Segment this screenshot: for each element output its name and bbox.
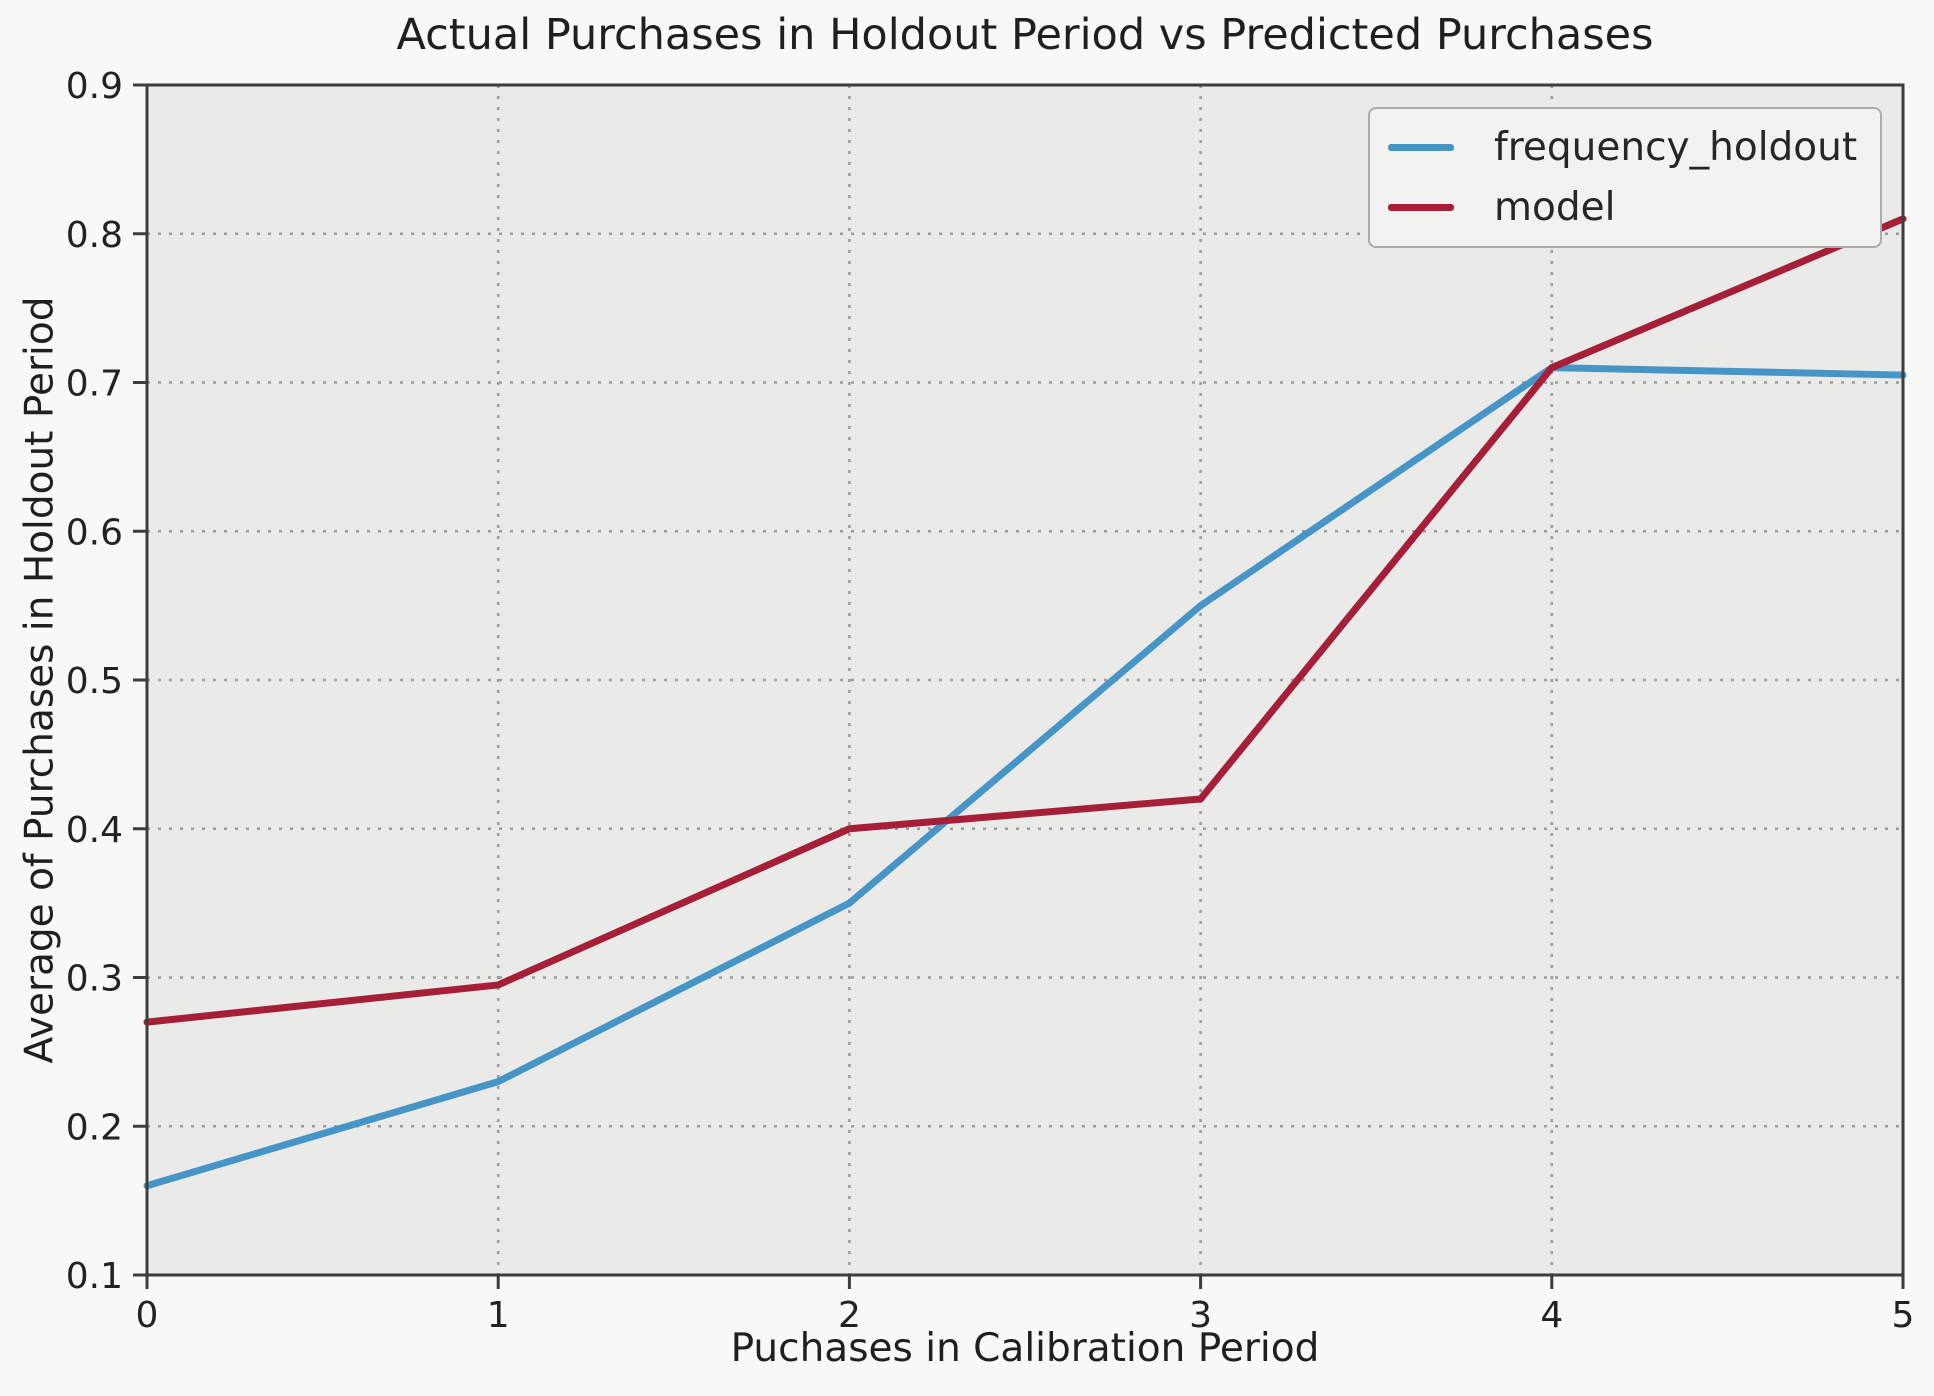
y-tick-label: 0.7 xyxy=(66,364,123,405)
legend-entry-model: model xyxy=(1388,185,1880,230)
series-line-frequency_holdout xyxy=(143,364,1907,1190)
legend-line-swatch-red xyxy=(1388,204,1454,212)
x-tick-label: 2 xyxy=(838,1295,861,1336)
plot-area xyxy=(147,85,1903,1275)
y-tick-label: 0.1 xyxy=(66,1256,123,1297)
y-tick-label: 0.8 xyxy=(66,215,123,256)
legend-line-swatch-blue xyxy=(1388,143,1454,151)
series-line-model xyxy=(143,215,1907,1026)
axes-spines-ticks xyxy=(133,83,1905,1289)
x-tick-label: 3 xyxy=(1189,1295,1212,1336)
x-tick-label: 1 xyxy=(487,1295,510,1336)
y-tick-label: 0.6 xyxy=(66,512,123,553)
tick-labels: 0 1 2 3 4 5 0.1 0.2 0.3 0.4 0.5 0.6 0.7 0.8 0.9 xyxy=(66,66,1915,1336)
data-lines xyxy=(143,215,1907,1190)
y-tick-label: 0.9 xyxy=(66,66,123,107)
y-tick-label: 0.2 xyxy=(66,1107,123,1148)
x-axis-label: Puchases in Calibration Period xyxy=(730,1326,1320,1371)
y-tick-label: 0.3 xyxy=(66,959,123,1000)
chart-title: Actual Purchases in Holdout Period vs Pr… xyxy=(396,10,1654,60)
legend-entry-frequency-holdout: frequency_holdout xyxy=(1388,125,1880,170)
x-tick-label: 0 xyxy=(136,1295,159,1336)
legend-box: frequency_holdout model xyxy=(1368,107,1882,248)
x-tick-label: 4 xyxy=(1540,1295,1563,1336)
y-tick-label: 0.4 xyxy=(66,810,123,851)
plot-background xyxy=(147,85,1903,1275)
y-axis-label: Average of Purchases in Holdout Period xyxy=(17,296,63,1064)
legend-label: model xyxy=(1494,185,1616,231)
x-tick-label: 5 xyxy=(1892,1295,1915,1336)
y-tick-label: 0.5 xyxy=(66,661,123,702)
legend-label: frequency_holdout xyxy=(1494,124,1858,170)
